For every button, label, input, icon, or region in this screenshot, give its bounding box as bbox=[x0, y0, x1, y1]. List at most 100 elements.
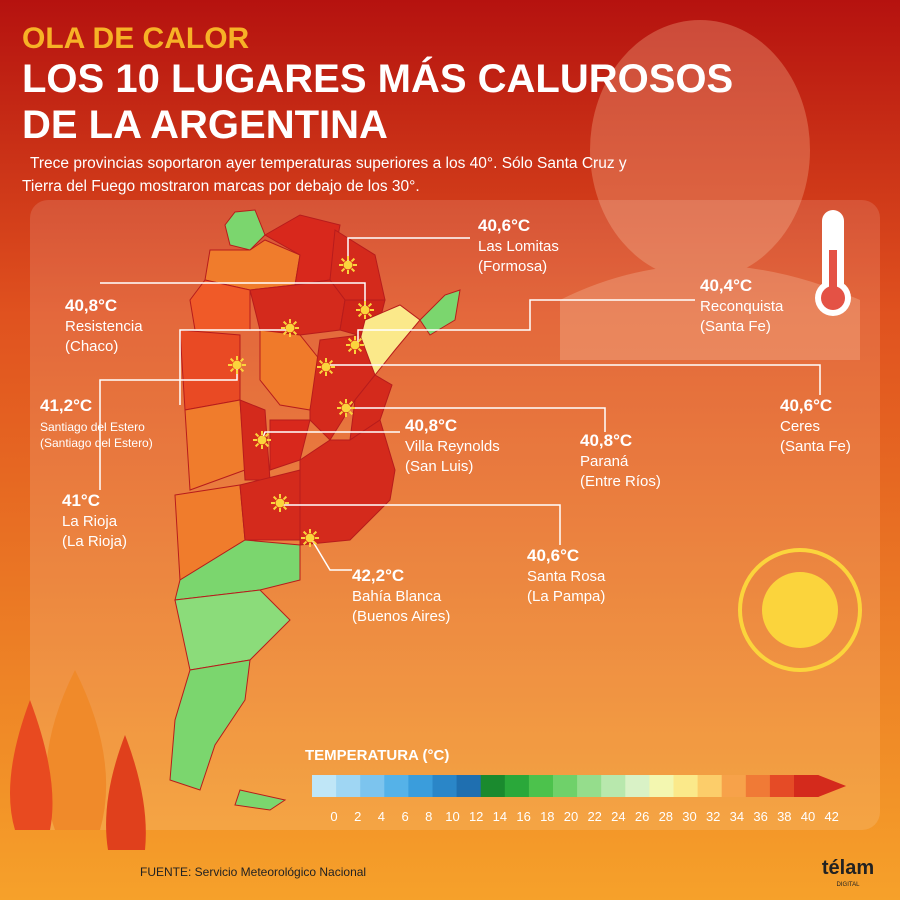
legend-tick: 34 bbox=[730, 809, 744, 824]
city: Santiago del Estero bbox=[40, 420, 145, 434]
map bbox=[169, 209, 461, 811]
sun-ray bbox=[229, 357, 235, 363]
sun-ray bbox=[254, 442, 260, 448]
temperature: 40,6°C bbox=[527, 546, 579, 565]
sun-ray bbox=[239, 357, 245, 363]
kicker: OLA DE CALOR bbox=[22, 22, 250, 55]
sun-ray bbox=[312, 540, 318, 546]
province: (Formosa) bbox=[478, 258, 547, 275]
city: La Rioja bbox=[62, 513, 118, 530]
province: (Entre Ríos) bbox=[580, 473, 661, 490]
sun-ray bbox=[292, 320, 298, 326]
temperature: 40,6°C bbox=[478, 216, 530, 235]
legend-tick: 0 bbox=[330, 809, 337, 824]
legend-swatch bbox=[456, 775, 482, 797]
legend-tick: 10 bbox=[445, 809, 459, 824]
temperature: 40,6°C bbox=[780, 396, 832, 415]
sun-ray bbox=[357, 312, 363, 318]
legend-swatch bbox=[721, 775, 747, 797]
legend-swatch bbox=[336, 775, 361, 797]
legend-swatch bbox=[553, 775, 578, 797]
legend-swatch bbox=[384, 775, 409, 797]
sun-ray bbox=[348, 410, 354, 416]
sun-ray bbox=[338, 410, 344, 416]
legend-swatch bbox=[769, 775, 795, 797]
sun-ray bbox=[264, 432, 270, 438]
city: Ceres bbox=[780, 418, 820, 435]
temperature: 42,2°C bbox=[352, 566, 404, 585]
sun-ray bbox=[328, 369, 334, 375]
legend-swatch bbox=[312, 775, 337, 797]
logo-sub: DIGITAL bbox=[837, 882, 861, 888]
sun-marker bbox=[228, 356, 246, 374]
sun-ray bbox=[229, 367, 235, 373]
legend-tick: 30 bbox=[682, 809, 696, 824]
legend-tick: 42 bbox=[824, 809, 838, 824]
province: (Santiago del Estero) bbox=[40, 436, 153, 450]
legend-swatch bbox=[432, 775, 458, 797]
temperature: 40,8°C bbox=[580, 431, 632, 450]
legend-title: TEMPERATURA (°C) bbox=[305, 747, 449, 764]
sun-ray bbox=[292, 330, 298, 336]
sun-ray bbox=[350, 257, 356, 263]
sun-ray bbox=[357, 347, 363, 353]
legend-swatch bbox=[360, 775, 385, 797]
legend-tick: 32 bbox=[706, 809, 720, 824]
province: (Buenos Aires) bbox=[352, 608, 450, 625]
sun-marker bbox=[301, 529, 319, 547]
sun-ray bbox=[282, 330, 288, 336]
legend-tick: 18 bbox=[540, 809, 554, 824]
sun-ray bbox=[328, 359, 334, 365]
sun-marker bbox=[346, 336, 364, 354]
thermometer-fill bbox=[829, 250, 837, 300]
sun-marker bbox=[317, 358, 335, 376]
legend-tick: 2 bbox=[354, 809, 361, 824]
province: (Santa Fe) bbox=[700, 318, 771, 335]
sun-ray bbox=[350, 267, 356, 273]
sun-decoration bbox=[738, 548, 862, 672]
sun-ray bbox=[357, 302, 363, 308]
legend-swatch bbox=[745, 775, 771, 797]
sun-marker bbox=[253, 431, 271, 449]
legend-swatch bbox=[528, 775, 554, 797]
sun-ray bbox=[264, 442, 270, 448]
legend-tick: 6 bbox=[401, 809, 408, 824]
legend-swatch bbox=[697, 775, 723, 797]
legend-tick: 40 bbox=[801, 809, 815, 824]
legend-tick: 28 bbox=[659, 809, 673, 824]
legend-swatch bbox=[480, 775, 506, 797]
title-line: LOS 10 LUGARES MÁS CALUROSOS bbox=[22, 56, 733, 101]
sun-marker bbox=[339, 256, 357, 274]
province: (La Pampa) bbox=[527, 588, 605, 605]
sun-ray bbox=[340, 267, 346, 273]
sun-core bbox=[275, 498, 285, 508]
legend-swatch bbox=[408, 775, 433, 797]
sun-ray bbox=[282, 495, 288, 501]
legend-swatch bbox=[577, 775, 602, 797]
legend-arrow bbox=[818, 775, 847, 797]
sun-ray bbox=[338, 400, 344, 406]
sun-marker bbox=[356, 301, 374, 319]
city: Paraná bbox=[580, 453, 629, 470]
legend-swatch bbox=[673, 775, 699, 797]
sun-core bbox=[343, 260, 353, 270]
legend-swatch bbox=[601, 775, 626, 797]
logo: télam bbox=[822, 857, 874, 879]
legend-tick: 22 bbox=[587, 809, 601, 824]
sun-ray bbox=[318, 369, 324, 375]
legend-swatch bbox=[649, 775, 674, 797]
sun-ray bbox=[357, 337, 363, 343]
title-line: DE LA ARGENTINA bbox=[22, 103, 388, 147]
city: Bahía Blanca bbox=[352, 588, 442, 605]
sun-core bbox=[305, 533, 315, 543]
sun-ray bbox=[282, 505, 288, 511]
temperature: 40,8°C bbox=[65, 296, 117, 315]
subtitle-line: Tierra del Fuego mostraron marcas por de… bbox=[22, 178, 420, 195]
legend-tick: 14 bbox=[493, 809, 507, 824]
legend-tick: 24 bbox=[611, 809, 625, 824]
city: Reconquista bbox=[700, 298, 784, 315]
sun-ray bbox=[302, 530, 308, 536]
legend-tick: 16 bbox=[516, 809, 530, 824]
province: (Santa Fe) bbox=[780, 438, 851, 455]
